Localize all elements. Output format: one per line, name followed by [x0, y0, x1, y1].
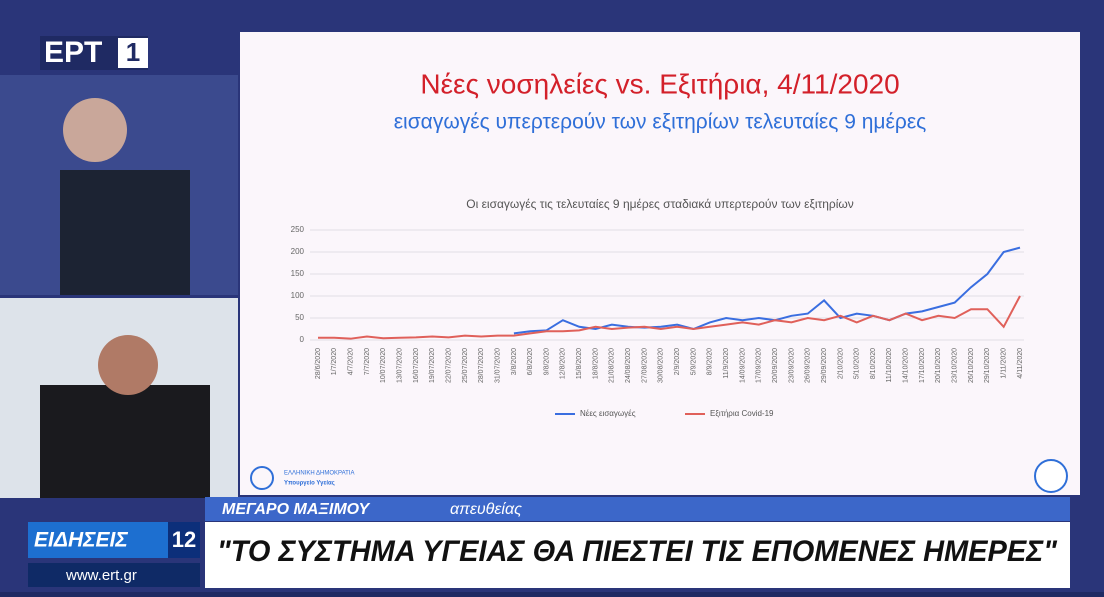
x-tick-label: 28/07/2020 [478, 348, 485, 383]
x-tick-label: 5/9/2020 [690, 348, 697, 375]
interpreter [40, 385, 210, 498]
x-tick-label: 14/10/2020 [903, 348, 910, 383]
ekab-logo [1034, 459, 1068, 493]
x-tick-label: 26/09/2020 [805, 348, 812, 383]
x-tick-label: 15/8/2020 [576, 348, 583, 379]
x-tick-label: 21/08/2020 [609, 348, 616, 383]
x-tick-label: 25/07/2020 [462, 348, 469, 383]
x-tick-label: 26/10/2020 [968, 348, 975, 383]
y-tick-label: 250 [291, 225, 305, 234]
x-tick-label: 22/07/2020 [445, 348, 452, 383]
location: ΜΕΓΑΡΟ ΜΑΞΙΜΟΥ [222, 501, 370, 518]
plot: 0 50 100 150 200 250 28/6/2020 1/7/2020 4/7/2020… [291, 225, 1024, 418]
x-tick-label: 13/07/2020 [396, 348, 403, 383]
x-tick-label: 2/10/2020 [837, 348, 844, 379]
emblem [250, 466, 274, 490]
series-line [513, 246, 1021, 335]
x-tick-label: 1/7/2020 [331, 348, 338, 375]
x-tick-label: 29/09/2020 [821, 348, 828, 383]
y-tick-label: 150 [291, 269, 305, 278]
slide-subtitle: εισαγωγές υπερτερούν των εξιτηρίων τελευ… [394, 111, 927, 134]
headline: "ΤΟ ΣΥΣΤΗΜΑ ΥΓΕΙΑΣ ΘΑ ΠΙΕΣΤΕΙ ΤΙΣ ΕΠΟΜΕΝ… [217, 535, 1058, 568]
news-box [28, 522, 168, 558]
x-tick-label: 12/8/2020 [560, 348, 567, 379]
x-tick-label: 11/9/2020 [723, 348, 730, 379]
chart-title: Οι εισαγωγές τις τελευταίες 9 ημέρες στα… [466, 197, 854, 211]
x-tick-label: 29/10/2020 [984, 348, 991, 383]
legend-label: Νέες εισαγωγές [580, 409, 636, 418]
y-tick-label: 200 [291, 247, 305, 256]
x-tick-label: 9/8/2020 [543, 348, 550, 375]
y-tick-label: 100 [291, 291, 305, 300]
interpreter-head [98, 335, 158, 395]
x-tick-label: 1/11/2020 [1001, 348, 1008, 379]
slide [240, 32, 1080, 495]
footer-line1: ΕΛΛΗΝΙΚΗ ΔΗΜΟΚΡΑΤΙΑ [284, 471, 354, 477]
x-tick-label: 31/07/2020 [494, 348, 501, 383]
x-tick-label: 19/07/2020 [429, 348, 436, 383]
speaker [60, 170, 190, 295]
news-time: 12 [172, 527, 196, 552]
x-tick-label: 8/10/2020 [870, 348, 877, 379]
channel-box [118, 38, 148, 68]
x-tick-label: 20/09/2020 [772, 348, 779, 383]
x-tick-label: 18/8/2020 [592, 348, 599, 379]
x-tick-label: 16/07/2020 [413, 348, 420, 383]
series-line [318, 295, 1021, 340]
x-tick-label: 14/09/2020 [739, 348, 746, 383]
legend-label: Εξιτήρια Covid-19 [710, 409, 774, 418]
speaker-head [63, 98, 127, 162]
x-tick-label: 17/10/2020 [919, 348, 926, 383]
x-tick-label: 4/11/2020 [1017, 348, 1024, 379]
y-tick-label: 0 [300, 335, 305, 344]
x-tick-label: 30/08/2020 [658, 348, 665, 383]
x-tick-label: 23/10/2020 [952, 348, 959, 383]
x-tick-label: 28/6/2020 [315, 348, 322, 379]
x-tick-label: 2/9/2020 [674, 348, 681, 375]
x-tick-label: 8/9/2020 [707, 348, 714, 375]
logo: ΕΡΤ [44, 36, 102, 69]
website-box [28, 563, 200, 587]
footer-line2: Υπουργείο Υγείας [284, 481, 335, 487]
slide-title: Νέες νοσηλείες vs. Εξιτήρια, 4/11/2020 [420, 68, 899, 99]
x-tick-label: 11/10/2020 [886, 348, 893, 383]
channel: 1 [126, 37, 140, 67]
news-label: ΕΙΔΗΣΕΙΣ [34, 529, 128, 552]
headline-band [205, 522, 1070, 588]
time-box [168, 522, 200, 558]
location-band [205, 497, 1070, 521]
x-tick-label: 24/08/2020 [625, 348, 632, 383]
x-tick-label: 6/8/2020 [527, 348, 534, 375]
x-tick-label: 27/08/2020 [641, 348, 648, 383]
x-tick-label: 3/8/2020 [511, 348, 518, 375]
y-tick-label: 50 [295, 313, 304, 322]
website: www.ert.gr [65, 567, 137, 584]
x-tick-label: 23/09/2020 [788, 348, 795, 383]
x-tick-label: 10/07/2020 [380, 348, 387, 383]
x-tick-label: 17/09/2020 [756, 348, 763, 383]
x-tick-label: 4/7/2020 [347, 348, 354, 375]
x-tick-label: 20/10/2020 [935, 348, 942, 383]
x-tick-label: 5/10/2020 [854, 348, 861, 379]
x-tick-label: 7/7/2020 [364, 348, 371, 375]
status: απευθείας [450, 501, 522, 518]
